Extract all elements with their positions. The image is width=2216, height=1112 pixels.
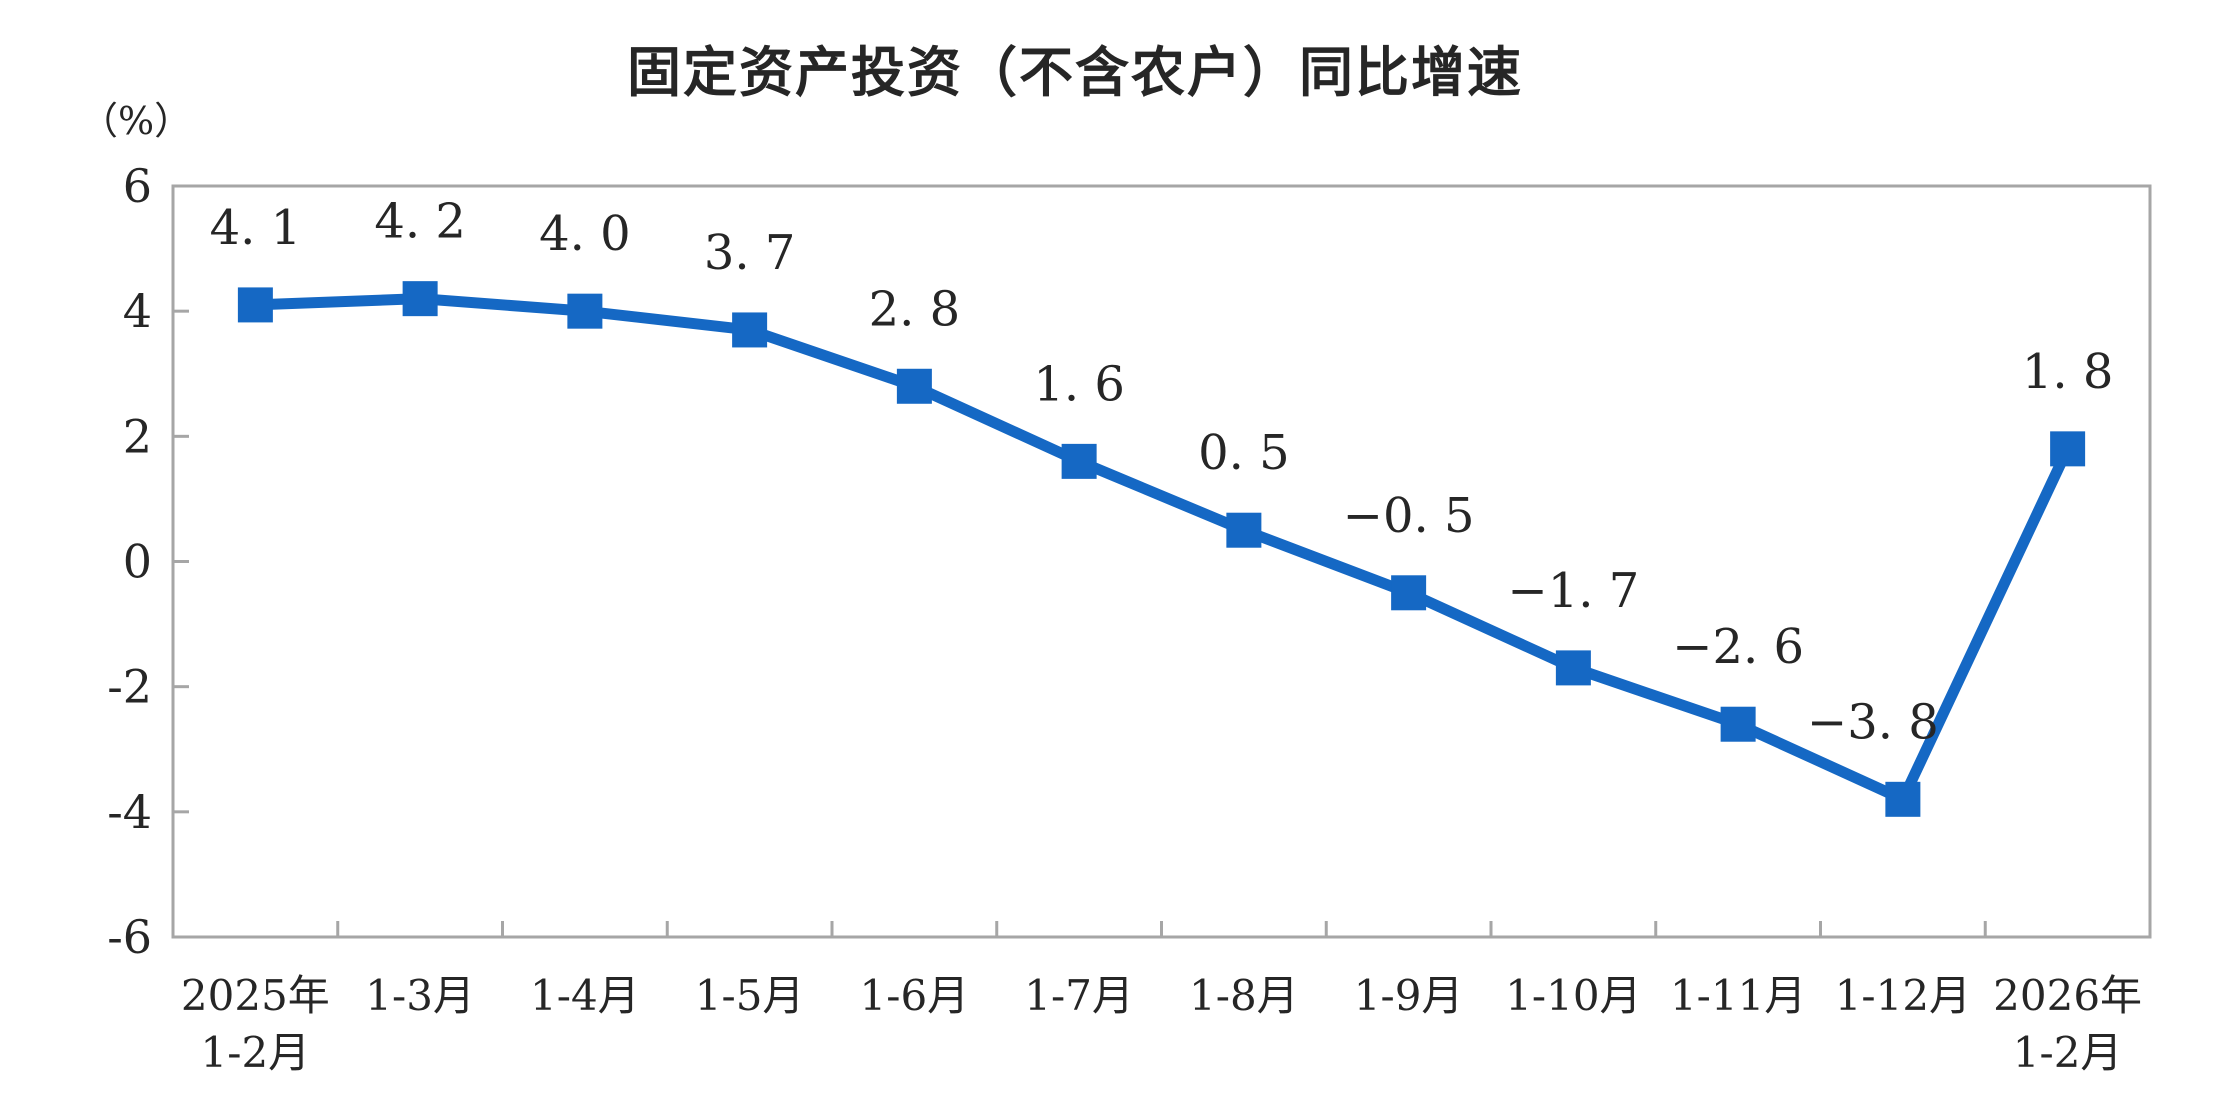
data-label: −2. 6	[1672, 619, 1804, 675]
data-point	[1720, 706, 1756, 742]
data-label: 3. 7	[704, 225, 796, 281]
x-axis-label: 1-9月	[1354, 971, 1464, 1020]
x-axis-label: 1-6月	[860, 971, 970, 1020]
data-point	[1885, 781, 1921, 817]
data-label: 2. 8	[869, 281, 961, 337]
y-axis-tick-label: 2	[123, 409, 152, 463]
data-label: 1. 6	[1033, 356, 1125, 412]
data-point	[896, 368, 932, 404]
chart-title: 固定资产投资（不含农户）同比增速	[627, 41, 1523, 104]
x-axis-label: 1-12月	[1835, 971, 1971, 1020]
x-axis-label: 1-11月	[1670, 971, 1806, 1020]
data-label: 4. 1	[210, 200, 302, 256]
x-axis-label: 1-8月	[1189, 971, 1299, 1020]
data-point	[402, 281, 438, 317]
data-label: −3. 8	[1807, 694, 1939, 750]
data-label: 4. 0	[539, 206, 631, 262]
x-axis-label: 2025年	[181, 971, 330, 1020]
x-axis-label: 1-10月	[1505, 971, 1641, 1020]
data-point	[567, 293, 603, 329]
data-point	[2050, 431, 2086, 467]
data-label: 4. 2	[374, 194, 466, 250]
y-axis-tick-label: 4	[123, 284, 152, 338]
data-label: −1. 7	[1507, 563, 1639, 619]
x-axis-label: 1-7月	[1024, 971, 1134, 1020]
data-line	[249, 293, 2074, 805]
data-point	[732, 312, 768, 348]
data-point	[237, 287, 273, 323]
x-axis-label: 1-3月	[365, 971, 475, 1020]
data-point	[1555, 650, 1591, 686]
data-point	[1061, 443, 1097, 479]
y-axis-tick-label: -4	[107, 785, 152, 839]
y-axis-tick-label: 6	[123, 159, 152, 213]
y-axis-tick-label: 0	[123, 535, 152, 589]
data-label: −0. 5	[1343, 488, 1475, 544]
x-axis-label: 1-4月	[530, 971, 640, 1020]
x-axis-label: 1-2月	[201, 1028, 311, 1077]
data-point	[1391, 575, 1427, 611]
data-label: 1. 8	[2022, 344, 2114, 400]
data-label: 0. 5	[1198, 425, 1290, 481]
data-point	[1226, 512, 1262, 548]
y-axis-unit-label: （%）	[80, 99, 193, 143]
x-axis-label: 1-2月	[2013, 1028, 2123, 1077]
y-axis-tick-label: -2	[107, 660, 152, 714]
x-axis-label: 1-5月	[695, 971, 805, 1020]
x-axis-label: 2026年	[1993, 971, 2142, 1020]
y-axis-tick-label: -6	[107, 910, 152, 964]
